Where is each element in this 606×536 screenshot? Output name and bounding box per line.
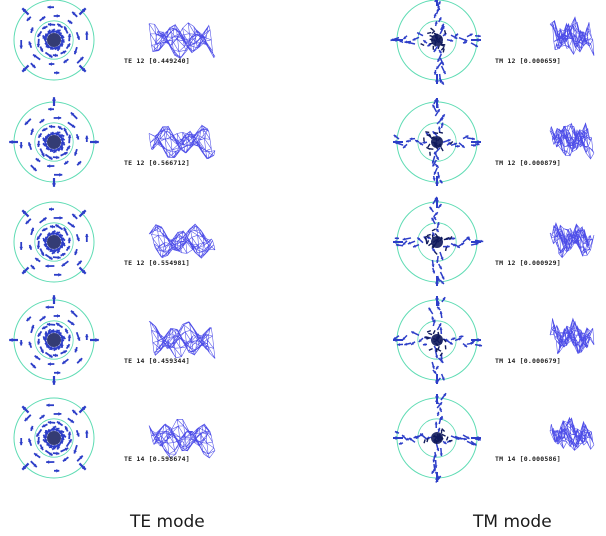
mode-label-1-2: TM 12 [0.000929] xyxy=(495,259,561,267)
mesh-surface-0-3 xyxy=(148,321,216,359)
tm-mode-caption: TM mode xyxy=(473,512,552,532)
field-pattern-0-2 xyxy=(13,201,95,283)
mesh-surface-0-2 xyxy=(148,223,216,259)
mode-label-1-3: TM 14 [0.000679] xyxy=(495,357,561,365)
mesh-surface-1-1 xyxy=(549,122,595,160)
mode-label-0-2: TE 12 [0.554981] xyxy=(124,259,190,267)
mesh-surface-0-4 xyxy=(148,419,216,459)
field-pattern-1-0 xyxy=(390,0,481,85)
mesh-surface-0-1 xyxy=(148,124,216,160)
mesh-surface-1-3 xyxy=(549,317,595,355)
mesh-surface-1-0 xyxy=(549,16,595,56)
mode-label-0-3: TE 14 [0.459344] xyxy=(124,357,190,365)
field-pattern-0-1 xyxy=(9,97,99,187)
field-pattern-1-2 xyxy=(393,196,484,286)
mesh-surface-0-0 xyxy=(148,22,216,59)
mesh-surface-1-4 xyxy=(549,416,595,451)
field-pattern-0-0 xyxy=(13,0,95,81)
mode-field-figure: TE 12 [0.449240] TE 12 [0.566712] TE 12 [0… xyxy=(9,0,595,483)
field-pattern-0-4 xyxy=(13,397,95,479)
field-pattern-1-4 xyxy=(393,392,481,483)
mode-label-1-4: TM 14 [0.000586] xyxy=(495,455,561,463)
mode-label-0-4: TE 14 [0.598674] xyxy=(124,455,190,463)
field-pattern-1-3 xyxy=(392,296,483,384)
field-pattern-0-3 xyxy=(9,295,99,385)
mode-label-1-0: TM 12 [0.000659] xyxy=(495,57,561,65)
mode-label-0-0: TE 12 [0.449240] xyxy=(124,57,190,65)
field-pattern-1-1 xyxy=(393,98,481,186)
mesh-surface-1-2 xyxy=(549,221,595,259)
mode-label-0-1: TE 12 [0.566712] xyxy=(124,159,190,167)
te-mode-caption: TE mode xyxy=(130,512,205,532)
mode-label-1-1: TM 12 [0.000879] xyxy=(495,159,561,167)
